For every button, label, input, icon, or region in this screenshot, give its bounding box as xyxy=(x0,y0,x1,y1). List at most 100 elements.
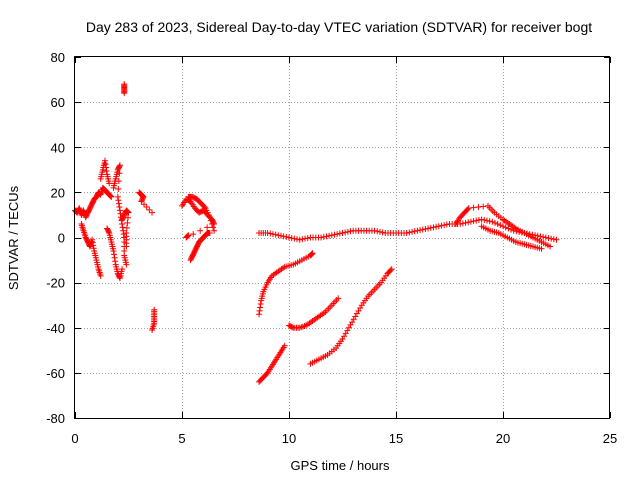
data-point-arc-n xyxy=(480,203,487,210)
x-tick-label: 0 xyxy=(71,431,78,446)
data-point-arc-a xyxy=(107,193,114,200)
data-point-arc-m xyxy=(419,226,426,233)
data-point-arc-m xyxy=(318,234,325,241)
data-point-arc-m xyxy=(280,233,287,240)
data-point-arc-b xyxy=(90,245,97,252)
data-point-arc-p xyxy=(256,307,263,314)
data-point-arc-m xyxy=(500,223,506,230)
data-point-arc-m xyxy=(465,219,472,226)
data-point-arc-m xyxy=(459,220,466,227)
data-point-arc-h xyxy=(138,198,145,205)
data-point-arc-j xyxy=(204,224,211,231)
data-point-arc-m xyxy=(467,218,474,225)
data-point-arc-n xyxy=(547,243,554,250)
data-point-arc-p xyxy=(257,301,264,308)
data-point-arc-c xyxy=(101,157,108,164)
data-point-arc-m xyxy=(505,225,512,232)
data-point-arc-j xyxy=(184,232,191,239)
data-point-arc-d xyxy=(116,273,123,280)
data-point-arc-m xyxy=(299,236,306,243)
data-point-arc-f xyxy=(124,209,131,216)
data-point-arc-m xyxy=(491,219,498,226)
data-point-arc-o xyxy=(538,245,545,252)
y-tick-label: 0 xyxy=(58,231,65,246)
data-point-arc-e xyxy=(123,261,130,268)
data-point-arc-p xyxy=(309,250,316,257)
data-point-arc-m xyxy=(320,233,327,240)
data-point-arc-j xyxy=(197,227,204,234)
data-point-arc-n xyxy=(475,204,482,211)
data-point-arc-m xyxy=(286,234,292,241)
data-point-arc-m xyxy=(540,233,547,240)
data-point-arc-m xyxy=(326,232,333,239)
data-point-arc-f xyxy=(124,219,131,226)
data-point-arc-f xyxy=(123,243,130,250)
x-tick-label: 20 xyxy=(496,431,510,446)
data-point-arc-g xyxy=(121,90,128,97)
data-point-arc-p xyxy=(309,250,316,257)
data-point-arc-e xyxy=(114,193,121,200)
plot-frame xyxy=(74,56,610,419)
data-point-arc-m xyxy=(425,225,432,232)
data-point-arc-e xyxy=(115,185,122,192)
data-point-arc-c xyxy=(103,164,110,171)
x-axis-label: GPS time / hours xyxy=(291,458,390,473)
data-point-arc-d xyxy=(111,254,118,261)
data-point-arc-r xyxy=(281,342,288,349)
data-point-arc-m xyxy=(542,234,549,241)
data-point-arc-k xyxy=(208,220,215,227)
grid xyxy=(75,57,610,418)
data-point-arc-m xyxy=(441,222,448,229)
data-point-arc-f xyxy=(123,224,130,231)
data-point-arc-b xyxy=(89,236,96,243)
data-point-arc-m xyxy=(550,236,557,243)
y-tick-label: -60 xyxy=(46,366,65,381)
data-point-arc-h xyxy=(146,206,153,213)
data-point-arc-m xyxy=(534,232,541,239)
data-point-arc-m xyxy=(483,217,490,224)
data-point-arc-m xyxy=(347,228,354,235)
data-point-arc-b xyxy=(97,272,104,279)
data-point-arc-m xyxy=(478,216,485,223)
data-point-arc-b xyxy=(90,242,97,249)
data-point-arc-m xyxy=(406,229,413,236)
data-point-arc-e xyxy=(116,204,123,211)
data-point-arc-a xyxy=(108,193,115,200)
data-point-arc-e xyxy=(116,162,123,169)
data-point-arc-k xyxy=(211,227,218,234)
data-point-arc-m xyxy=(545,235,552,242)
data-point-arc-h xyxy=(141,201,148,208)
data-point-arc-m xyxy=(344,228,351,235)
data-point-arc-f xyxy=(125,209,132,216)
data-point-arc-d xyxy=(105,228,112,235)
data-point-arc-m xyxy=(422,226,429,233)
data-point-arc-m xyxy=(342,229,349,236)
data-point-arc-m xyxy=(328,232,335,239)
data-point-arc-m xyxy=(481,217,488,224)
data-point-arc-a xyxy=(107,192,114,199)
data-point-arc-m xyxy=(371,227,378,234)
data-point-arc-m xyxy=(304,235,311,242)
data-point-arc-c xyxy=(102,161,109,168)
data-point-arc-m xyxy=(430,224,437,231)
data-point-arc-m xyxy=(411,228,418,235)
data-point-arc-m xyxy=(462,219,469,226)
data-point-arc-c xyxy=(103,167,110,174)
data-point-arc-k xyxy=(210,224,217,231)
data-point-arc-k xyxy=(206,214,213,221)
data-point-arc-k xyxy=(207,217,214,224)
data-point-arc-e xyxy=(116,163,123,170)
y-tick-label: 40 xyxy=(51,140,65,155)
data-point-arc-f xyxy=(124,214,131,221)
data-point-arc-h xyxy=(149,209,156,216)
data-point-arc-m xyxy=(272,231,279,238)
y-tick-label: -80 xyxy=(46,411,65,426)
y-tick-label: -40 xyxy=(46,321,65,336)
data-point-arc-k xyxy=(201,204,208,211)
data-point-arc-m xyxy=(291,235,298,242)
data-point-arc-m xyxy=(443,221,450,228)
data-point-arc-m xyxy=(403,229,410,236)
data-point-arc-m xyxy=(502,224,509,231)
